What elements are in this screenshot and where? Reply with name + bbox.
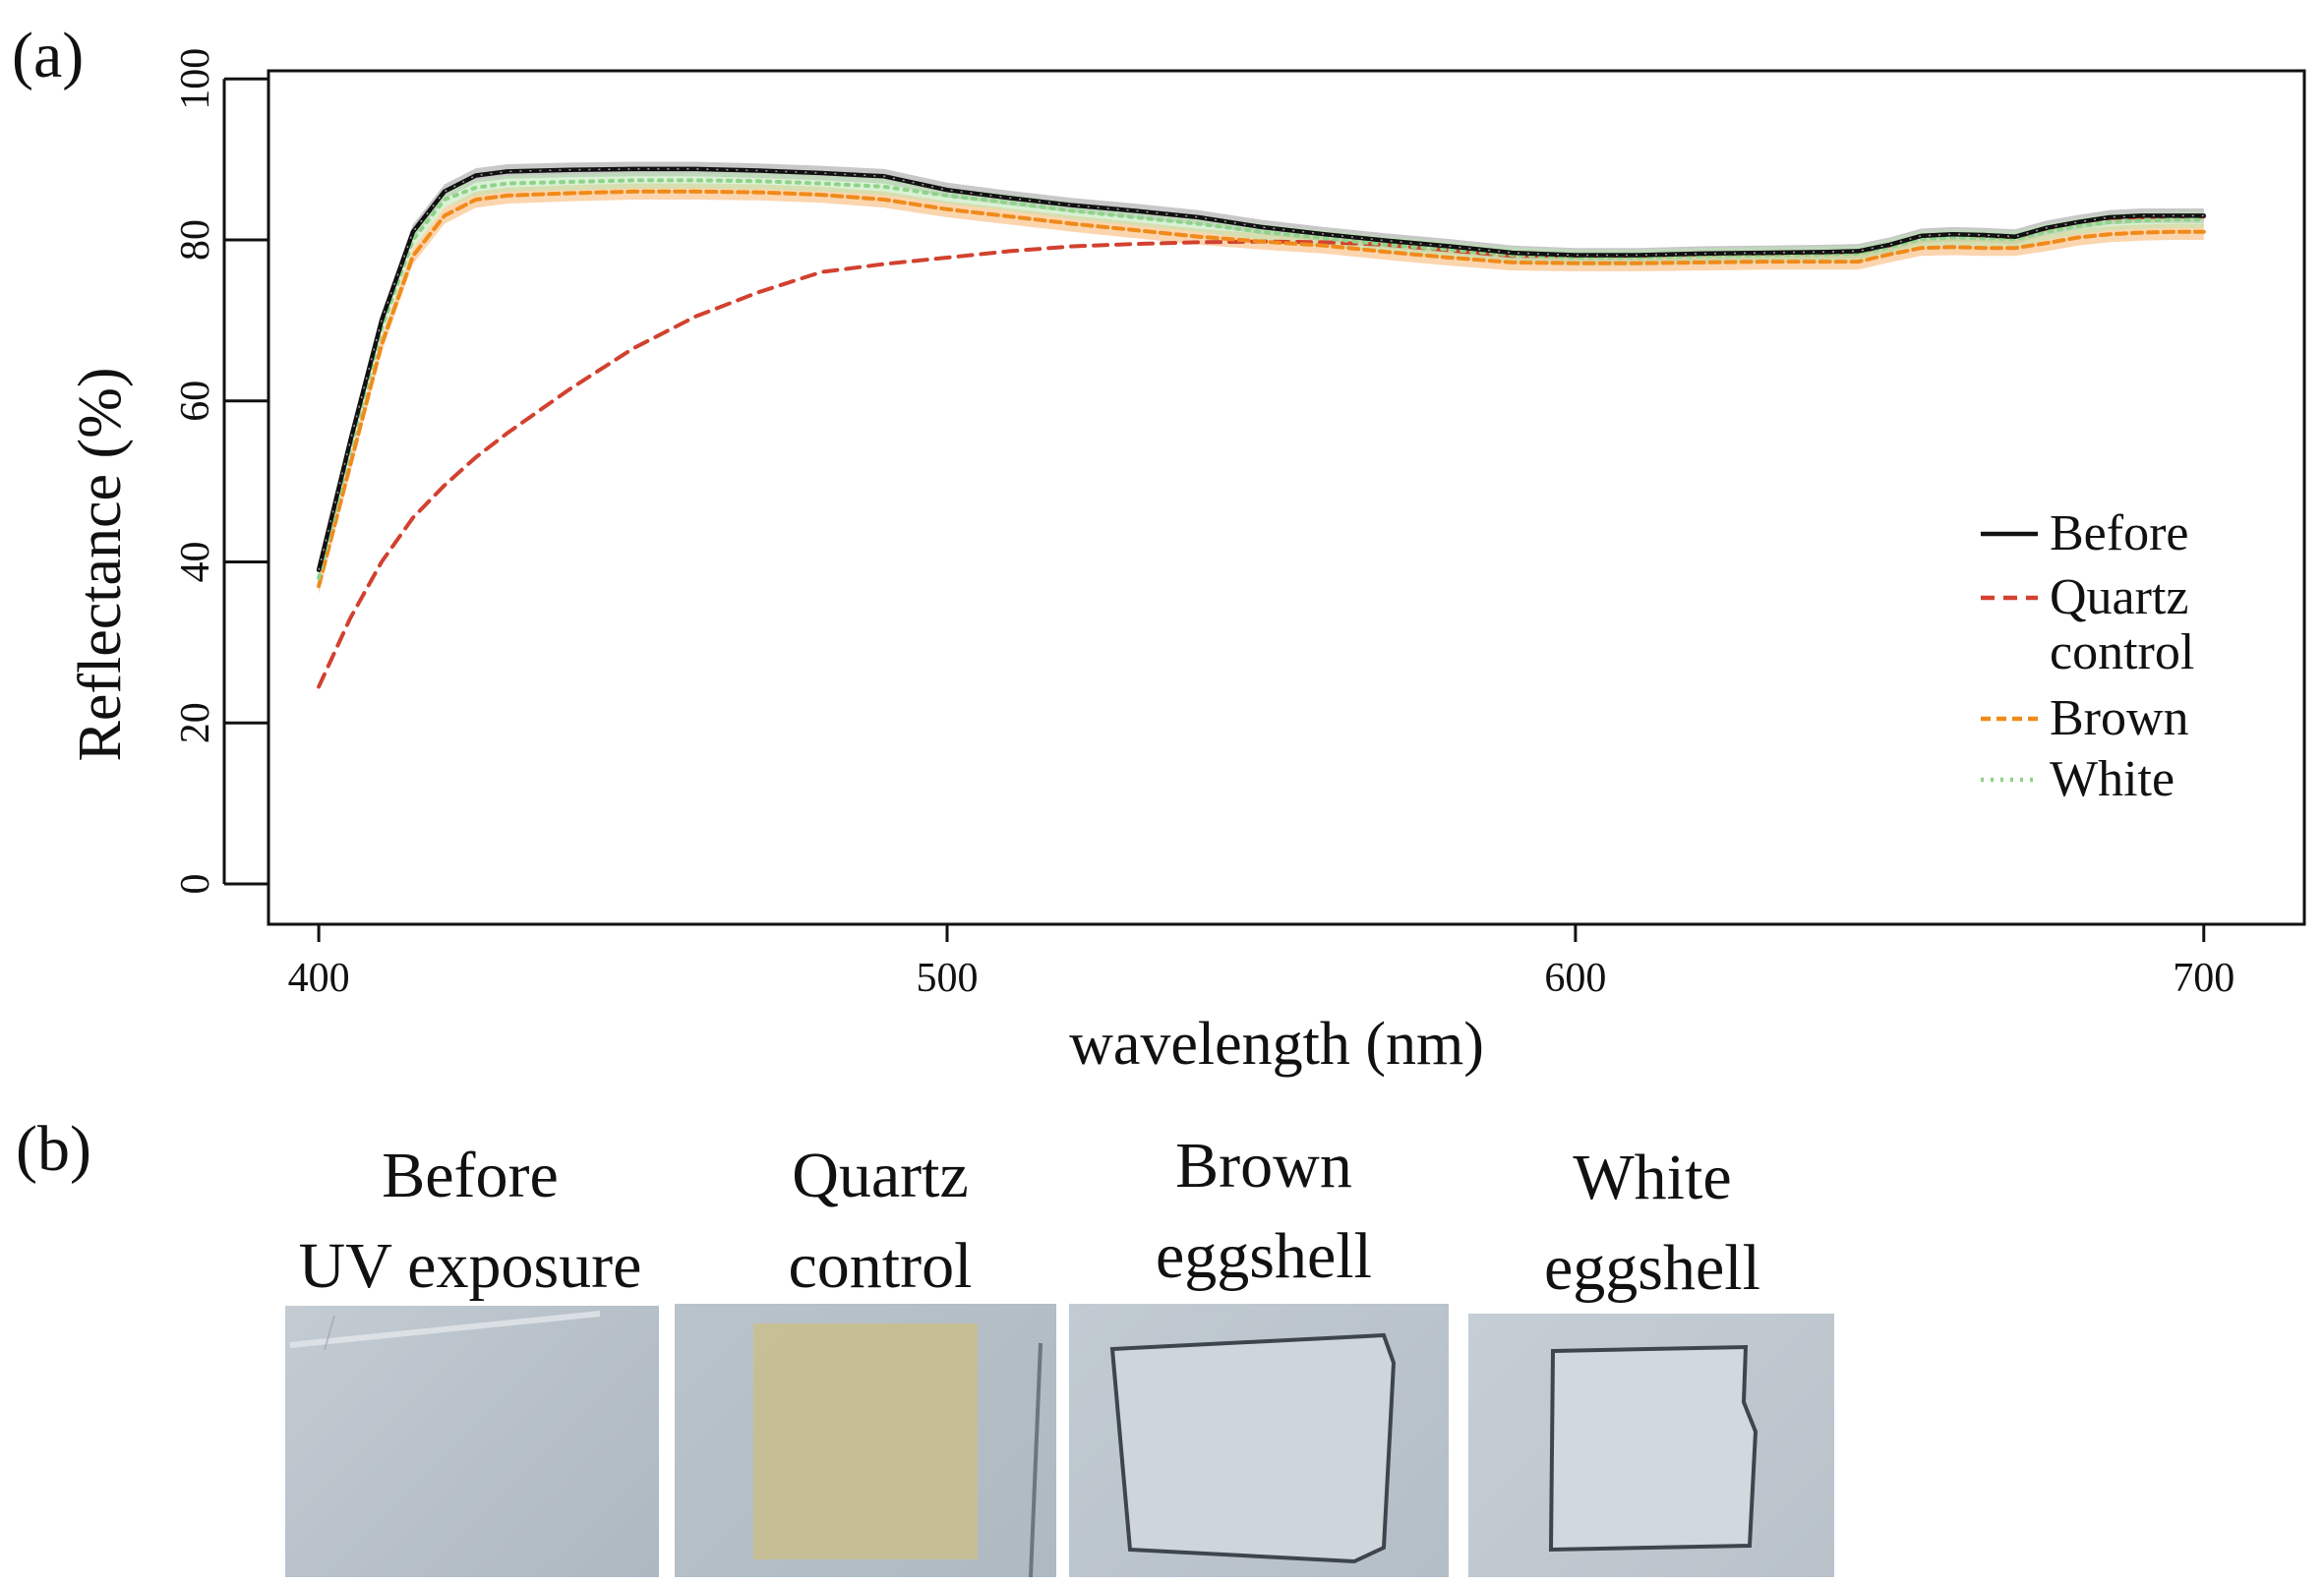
y-tick-label: 40: [173, 542, 218, 583]
y-axis: 0 20 40 60 80 100: [173, 48, 268, 895]
legend-label-line-2: control: [2050, 624, 2194, 680]
x-tick-label: 500: [917, 956, 979, 1001]
photo-caption-quartz: Quartz control: [679, 1131, 1082, 1312]
y-tick-label: 60: [173, 381, 218, 422]
x-tick-label: 700: [2173, 956, 2235, 1001]
photo-before-detail: [289, 1311, 601, 1351]
x-tick-label: 400: [288, 956, 350, 1001]
panel-a-label: (a): [12, 20, 84, 91]
caption-line-1: White: [1573, 1142, 1732, 1213]
y-tick-label: 20: [173, 702, 218, 743]
photo-white-eggshell: [1468, 1314, 1834, 1577]
caption-line-2: UV exposure: [298, 1230, 642, 1302]
photo-caption-brown: Brown eggshell: [1067, 1121, 1460, 1302]
series-line-white: [317, 178, 2206, 580]
legend-label: White: [2050, 751, 2175, 807]
caption-line-2: eggshell: [1156, 1220, 1372, 1292]
photo-quartz-control: [675, 1304, 1056, 1577]
legend-label: Brown: [2050, 690, 2189, 746]
caption-line-2: eggshell: [1544, 1232, 1760, 1304]
caption-line-1: Before: [382, 1140, 559, 1211]
x-axis-title: wavelength (nm): [1069, 1011, 1484, 1078]
x-axis: 400 500 600 700: [288, 922, 2235, 1001]
photo-caption-before: Before UV exposure: [264, 1131, 677, 1312]
photo-before-uv: [285, 1306, 659, 1577]
series-line-quartz-control: [317, 214, 2206, 689]
photo-caption-white: White eggshell: [1456, 1133, 1849, 1314]
caption-line-2: control: [788, 1230, 973, 1302]
series-line-before: [316, 166, 2207, 572]
series-line-brown: [317, 189, 2206, 589]
legend-label: Quartz: [2050, 569, 2188, 625]
panel-b-label: (b): [16, 1113, 91, 1185]
photo-white-detail: [1548, 1344, 1758, 1553]
photo-quartz-detail: [753, 1323, 1043, 1577]
photo-brown-eggshell: [1069, 1304, 1449, 1577]
photo-brown-detail: [1109, 1332, 1397, 1564]
caption-line-1: Quartz: [792, 1140, 969, 1211]
series-lines: [316, 166, 2207, 689]
y-tick-label: 0: [173, 874, 218, 895]
caption-line-1: Brown: [1175, 1130, 1352, 1202]
y-tick-label: 80: [173, 219, 218, 261]
y-axis-title: Reflectance (%): [67, 367, 134, 761]
y-tick-label: 100: [173, 48, 218, 110]
legend-label: Before: [2050, 505, 2188, 561]
x-tick-label: 600: [1544, 956, 1606, 1001]
